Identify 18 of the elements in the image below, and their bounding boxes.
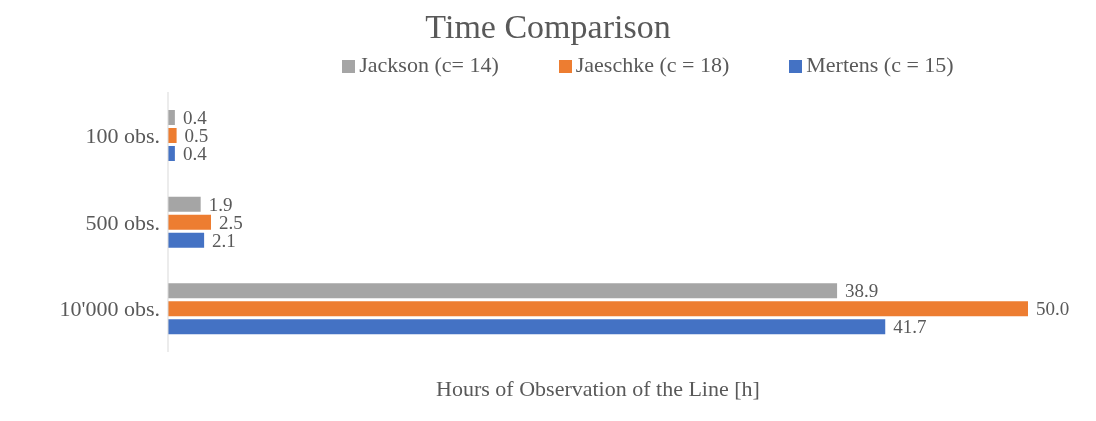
bar bbox=[168, 319, 886, 335]
legend-label: Mertens (c = 15) bbox=[806, 52, 954, 77]
data-label: 50.0 bbox=[1036, 298, 1070, 320]
bar bbox=[168, 301, 1028, 317]
y-tick-label: 10'000 obs. bbox=[59, 296, 160, 322]
bar bbox=[168, 196, 201, 212]
x-axis-title: Hours of Observation of the Line [h] bbox=[436, 376, 760, 401]
legend-label: Jackson (c= 14) bbox=[359, 52, 499, 77]
y-tick-label: 500 obs. bbox=[85, 209, 160, 235]
bar bbox=[168, 232, 205, 248]
data-label: 41.7 bbox=[893, 316, 927, 338]
bar bbox=[168, 214, 211, 230]
chart-title: Time Comparison bbox=[424, 8, 672, 47]
bar bbox=[168, 128, 177, 143]
bar bbox=[168, 283, 838, 299]
data-label: 38.9 bbox=[845, 280, 879, 302]
legend-label: Jaeschke (c = 18) bbox=[575, 52, 730, 77]
y-tick-label: 100 obs. bbox=[85, 123, 160, 149]
